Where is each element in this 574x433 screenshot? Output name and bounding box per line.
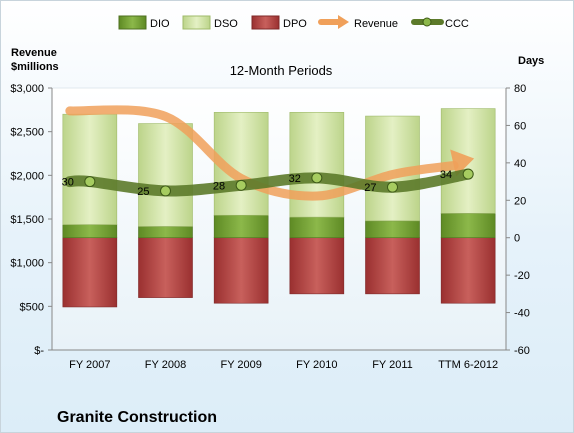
bar-dio xyxy=(213,214,269,239)
left-tick-label: $1,500 xyxy=(10,214,44,226)
bar-dio xyxy=(440,213,496,239)
bars-layer xyxy=(62,108,496,308)
legend-label-revenue: Revenue xyxy=(354,18,398,30)
ccc-data-label: 27 xyxy=(364,182,376,194)
ccc-data-label: 32 xyxy=(289,173,301,185)
legend-swatch-revenue xyxy=(318,15,349,29)
legend-swatch-dpo xyxy=(251,15,280,30)
right-axis-title: Days xyxy=(518,55,544,67)
left-tick-label: $2,000 xyxy=(10,170,44,182)
plot-area xyxy=(51,87,507,351)
bar-dio xyxy=(289,216,345,239)
left-axis-title-line1: Revenue xyxy=(11,47,57,59)
legend-swatch-ccc xyxy=(411,17,444,27)
right-tick-label: -60 xyxy=(514,345,530,357)
legend: DIO DSO DPO Revenue CCC xyxy=(118,15,469,30)
ccc-data-label: 34 xyxy=(440,169,452,181)
category-label: FY 2007 xyxy=(69,359,110,371)
left-axis-ticks: $- $500 $1,000 $1,500 $2,000 $2,500 $3,000 xyxy=(10,83,53,357)
category-label: FY 2009 xyxy=(220,359,261,371)
right-tick-label: 20 xyxy=(514,195,526,207)
bar-dpo xyxy=(62,237,118,308)
category-label: FY 2008 xyxy=(145,359,186,371)
legend-label-dio: DIO xyxy=(150,18,170,30)
ccc-point xyxy=(387,181,398,193)
left-tick-label: $500 xyxy=(20,301,44,313)
ccc-point xyxy=(235,179,247,191)
bar-dpo xyxy=(289,237,345,295)
category-label: TTM 6-2012 xyxy=(438,359,498,371)
ccc-data-label: 30 xyxy=(62,177,74,189)
bar-dio xyxy=(62,224,118,239)
legend-swatch-dso xyxy=(182,15,211,30)
ccc-point xyxy=(311,172,323,184)
lines-layer: 30 25 28 32 27 34 xyxy=(62,105,475,201)
bar-dpo xyxy=(440,237,496,304)
right-tick-label: -40 xyxy=(514,308,530,320)
bar-dso xyxy=(138,123,193,227)
ccc-data-label: 25 xyxy=(137,186,149,198)
ccc-data-label: 28 xyxy=(213,180,225,192)
category-labels: FY 2007 FY 2008 FY 2009 FY 2010 FY 2011 TTM 6… xyxy=(69,359,498,371)
bar-dso xyxy=(289,112,345,218)
right-tick-label: 0 xyxy=(514,233,520,245)
left-tick-label: $3,000 xyxy=(10,83,44,95)
left-axis-title-line2: $millions xyxy=(11,61,59,73)
left-tick-label: $2,500 xyxy=(10,127,44,139)
ccc-point xyxy=(160,185,171,197)
revenue-arrowhead xyxy=(450,149,475,177)
right-tick-label: 60 xyxy=(514,120,526,132)
bar-dpo xyxy=(213,237,269,304)
right-tick-label: 40 xyxy=(514,158,526,170)
chart-title: 12-Month Periods xyxy=(230,63,333,78)
bar-dpo xyxy=(138,237,193,298)
ccc-point xyxy=(462,168,474,180)
ccc-point xyxy=(84,176,96,188)
bar-dpo xyxy=(365,237,420,295)
right-tick-label: 80 xyxy=(514,83,526,95)
right-axis-ticks: -60 -40 -20 0 20 40 60 80 xyxy=(505,83,530,357)
left-tick-label: $1,000 xyxy=(10,258,44,270)
category-label: FY 2011 xyxy=(372,359,413,371)
category-label: FY 2010 xyxy=(296,359,337,371)
right-tick-label: -20 xyxy=(514,270,530,282)
bar-dio xyxy=(138,226,193,239)
legend-swatch-dio xyxy=(118,15,147,30)
company-name: Granite Construction xyxy=(57,409,217,426)
legend-label-dpo: DPO xyxy=(283,18,307,30)
bar-dio xyxy=(365,220,420,239)
legend-label-ccc: CCC xyxy=(445,18,469,30)
legend-label-dso: DSO xyxy=(214,18,238,30)
left-tick-label: $- xyxy=(34,345,44,357)
bar-dso xyxy=(62,113,118,225)
